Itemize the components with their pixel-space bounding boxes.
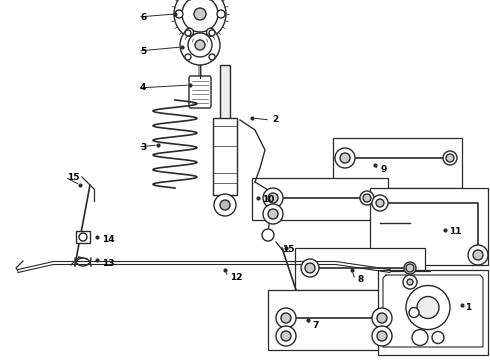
Circle shape [281,331,291,341]
Circle shape [174,0,226,40]
Text: 10: 10 [262,195,274,204]
FancyBboxPatch shape [189,76,211,108]
Circle shape [281,313,291,323]
Circle shape [406,264,414,272]
Circle shape [417,297,439,319]
Circle shape [209,54,215,60]
Circle shape [220,200,230,210]
Circle shape [180,25,220,65]
Text: 1: 1 [465,302,471,311]
Text: 8: 8 [357,275,363,284]
Circle shape [206,28,215,36]
Circle shape [305,263,315,273]
Circle shape [407,279,413,285]
Circle shape [404,262,416,274]
Circle shape [263,188,283,208]
Circle shape [276,326,296,346]
Circle shape [406,285,450,329]
Circle shape [377,313,387,323]
Circle shape [372,308,392,328]
Circle shape [409,307,419,318]
Text: 15: 15 [282,246,294,255]
Text: 4: 4 [140,84,147,93]
Text: 6: 6 [140,13,146,22]
Circle shape [372,326,392,346]
Circle shape [412,329,428,346]
Circle shape [268,209,278,219]
Bar [370,188,488,265]
Bar [268,290,400,350]
Circle shape [377,331,387,341]
Text: 11: 11 [449,228,462,237]
Circle shape [360,191,374,205]
Circle shape [446,154,454,162]
Circle shape [185,54,191,60]
Bar [295,248,425,290]
Circle shape [182,0,218,32]
Circle shape [376,199,384,207]
Text: 12: 12 [230,273,243,282]
Circle shape [403,275,417,289]
Circle shape [276,308,296,328]
Text: 7: 7 [312,320,318,329]
Circle shape [443,151,457,165]
Text: 5: 5 [140,46,146,55]
Circle shape [335,148,355,168]
Circle shape [188,33,212,57]
Circle shape [186,28,194,36]
Circle shape [217,10,225,18]
Circle shape [209,30,215,36]
Bar [252,178,388,220]
Circle shape [262,229,274,241]
Bar [213,118,237,195]
Bar [76,231,90,243]
Circle shape [363,194,371,202]
Circle shape [432,332,444,343]
Bar [220,65,230,135]
Circle shape [175,10,183,18]
Circle shape [468,245,488,265]
Circle shape [214,194,236,216]
Circle shape [340,153,350,163]
Text: 14: 14 [102,234,115,243]
Text: 3: 3 [140,143,146,152]
Text: 9: 9 [380,166,387,175]
Circle shape [194,8,206,20]
Circle shape [195,40,205,50]
Bar [333,138,462,188]
Circle shape [372,195,388,211]
Text: 15: 15 [67,172,79,181]
Text: 2: 2 [272,116,278,125]
Circle shape [185,30,191,36]
Circle shape [79,233,87,241]
Bar [378,270,488,355]
Text: 13: 13 [102,260,115,269]
Circle shape [268,193,278,203]
Circle shape [263,204,283,224]
Circle shape [473,250,483,260]
Circle shape [301,259,319,277]
